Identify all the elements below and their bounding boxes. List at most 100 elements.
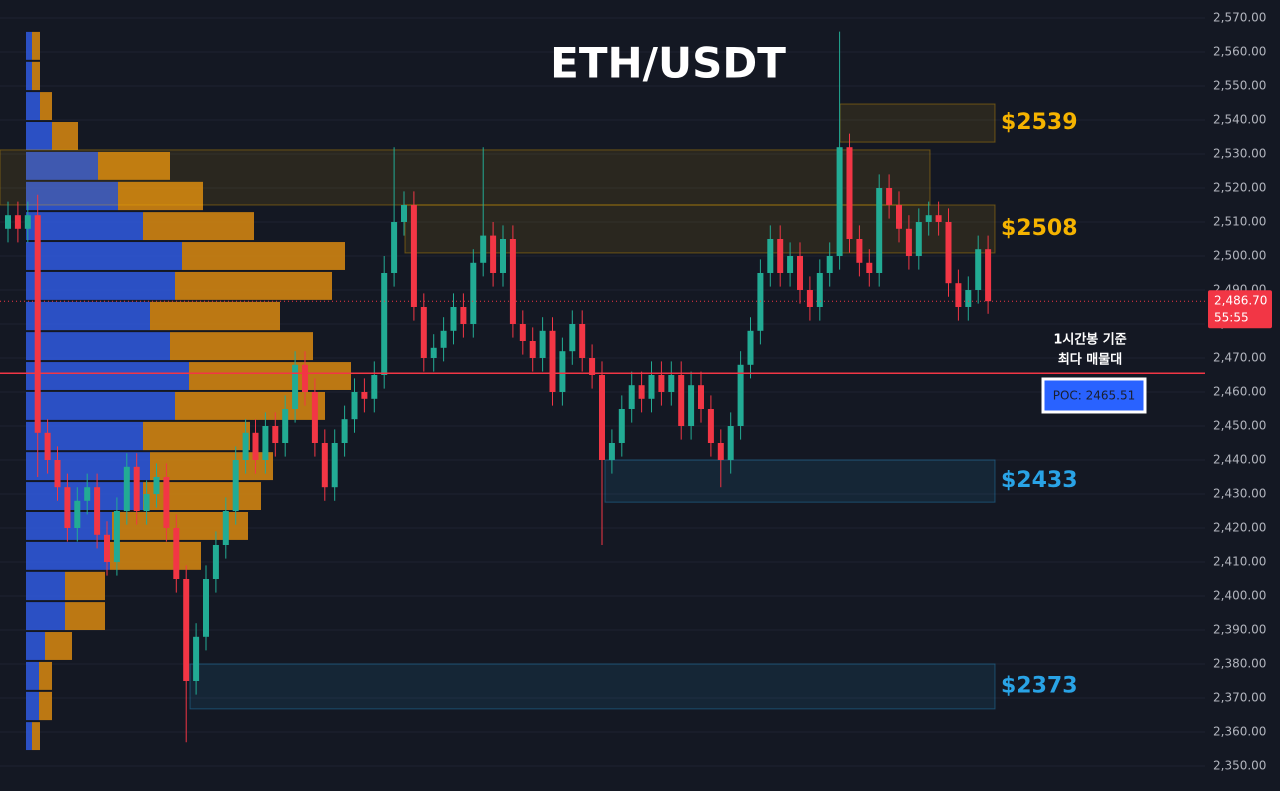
candle-body	[282, 408, 289, 443]
candle-body	[14, 215, 21, 229]
candle-body	[905, 228, 912, 256]
candle-body	[74, 500, 81, 529]
y-tick-label: 2,370.00	[1213, 691, 1266, 705]
candle-body	[44, 432, 51, 460]
zone-label: $2373	[1001, 673, 1078, 698]
candle-body	[272, 425, 279, 443]
candle-body	[876, 187, 883, 273]
candle-body	[371, 374, 378, 399]
candle-body	[212, 545, 219, 580]
y-tick-label: 2,430.00	[1213, 487, 1266, 501]
candle-body	[648, 374, 655, 399]
chart-title: ETH/USDT	[550, 39, 786, 88]
zone	[189, 663, 996, 710]
profile-sell	[170, 332, 313, 361]
candle-body	[381, 272, 388, 375]
candle-body	[628, 385, 635, 409]
candle-body	[707, 408, 714, 443]
profile-sell	[32, 722, 40, 751]
profile-sell	[143, 421, 250, 451]
profile-buy	[26, 122, 52, 150]
candle-body	[203, 579, 209, 637]
candle-body	[470, 262, 477, 324]
profile-buy	[26, 391, 175, 420]
profile-buy	[26, 632, 45, 660]
profile-buy	[26, 602, 65, 631]
profile-sell	[65, 602, 105, 631]
candle-body	[915, 221, 922, 256]
profile-sell	[110, 541, 201, 570]
candle-body	[599, 374, 605, 460]
y-tick-label: 2,440.00	[1213, 452, 1266, 466]
candle-body	[737, 364, 744, 426]
y-tick-label: 2,510.00	[1213, 214, 1266, 228]
profile-buy	[26, 61, 32, 91]
candle-body	[143, 494, 150, 512]
candle-body	[292, 364, 299, 409]
candle-body	[410, 204, 417, 307]
candle-body	[658, 374, 665, 392]
profile-buy	[26, 31, 32, 60]
candle-body	[24, 215, 31, 229]
profile-buy	[26, 332, 170, 361]
candle-body	[787, 255, 794, 273]
profile-buy	[26, 181, 118, 211]
zone-label: $2539	[1001, 110, 1078, 135]
profile-buy	[26, 151, 98, 180]
candle-body	[341, 419, 348, 443]
candle-body	[608, 442, 615, 460]
candle-body	[797, 255, 803, 290]
candle-body	[925, 215, 932, 222]
annotation: 1시간봉 기준	[1053, 332, 1126, 348]
profile-sell	[39, 661, 52, 690]
candle-body	[173, 528, 180, 580]
last-price-box	[1208, 290, 1272, 329]
candle-body	[34, 215, 41, 433]
candle-body	[529, 340, 536, 358]
candle-body	[816, 272, 823, 307]
candle-body	[123, 466, 130, 512]
y-tick-label: 2,560.00	[1213, 44, 1266, 58]
profile-sell	[45, 632, 72, 660]
profile-sell	[175, 271, 332, 300]
candle-body	[104, 534, 110, 563]
candle-body	[321, 442, 328, 488]
profile-sell	[39, 691, 52, 721]
annotation: 최다 매물대	[1058, 352, 1122, 368]
profile-sell	[32, 61, 40, 91]
candle-body	[985, 249, 992, 302]
profile-sell	[65, 571, 105, 601]
profile-buy	[26, 242, 182, 270]
profile-buy	[26, 271, 175, 300]
candle-body	[64, 487, 71, 529]
profile-buy	[26, 691, 39, 721]
candle-body	[430, 347, 437, 358]
candle-body	[955, 283, 962, 307]
zone	[839, 103, 996, 143]
y-tick-label: 2,410.00	[1213, 555, 1266, 569]
y-tick-label: 2,530.00	[1213, 146, 1266, 160]
candle-body	[351, 391, 358, 420]
candle-body	[153, 477, 160, 495]
last-price-label: 2,486.70	[1214, 294, 1267, 308]
profile-sell	[52, 122, 78, 150]
candle-body	[361, 391, 368, 399]
candle-body	[698, 385, 704, 409]
profile-sell	[98, 151, 170, 180]
candle-body	[747, 330, 754, 365]
y-tick-label: 2,500.00	[1213, 248, 1266, 262]
candle-body	[450, 306, 457, 331]
profile-buy	[26, 571, 65, 601]
candle-body	[886, 187, 893, 205]
candle-body	[757, 272, 764, 331]
profile-buy	[26, 722, 32, 751]
y-tick-label: 2,360.00	[1213, 725, 1266, 739]
y-tick-label: 2,390.00	[1213, 623, 1266, 637]
zone	[0, 149, 931, 206]
candle-body	[866, 262, 873, 273]
y-tick-label: 2,570.00	[1213, 10, 1266, 24]
candle-body	[549, 330, 556, 392]
candle-body	[806, 289, 813, 307]
candle-body	[678, 374, 685, 426]
profile-buy	[26, 301, 150, 331]
